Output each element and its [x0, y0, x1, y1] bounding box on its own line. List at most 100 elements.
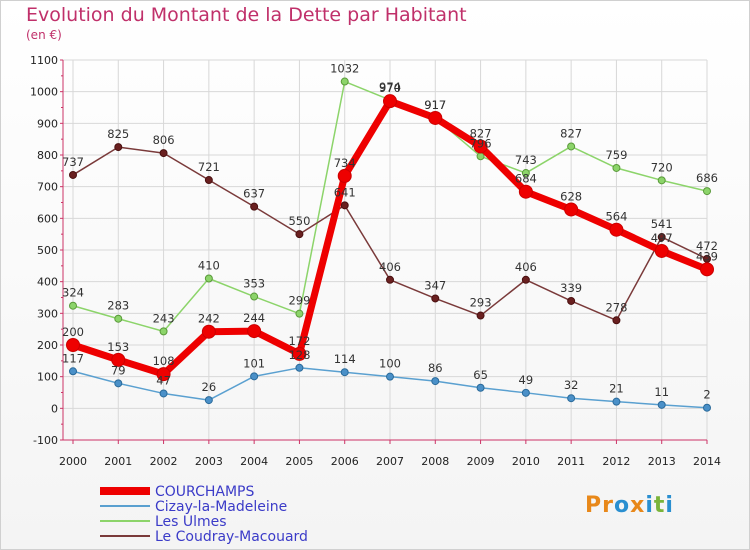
- data-label: 242: [198, 312, 220, 326]
- data-label: 637: [243, 187, 265, 201]
- data-label: 737: [62, 155, 84, 169]
- data-label: 26: [202, 380, 217, 394]
- x-tick-label: 2014: [693, 455, 721, 468]
- series-lines: [66, 77, 714, 412]
- data-point: [612, 316, 621, 325]
- logo-letter: r: [602, 493, 614, 518]
- data-label: 200: [62, 325, 84, 339]
- axes: [60, 59, 708, 444]
- data-point: [521, 388, 530, 397]
- data-point: [657, 400, 666, 409]
- y-ticks: -100 0 100 200 300 400 500 600 700 800 900 1000 1100: [30, 54, 58, 447]
- logo-letter: i: [645, 493, 654, 518]
- data-point: [66, 338, 80, 352]
- y-tick-label: 500: [37, 244, 58, 257]
- x-tick-label: 2010: [512, 455, 540, 468]
- data-point: [114, 379, 123, 388]
- data-label: 172: [288, 334, 310, 348]
- y-tick-label: 200: [37, 339, 58, 352]
- legend-label: Les Ulmes: [155, 514, 227, 530]
- data-label: 353: [243, 277, 265, 291]
- data-label: 339: [560, 281, 582, 295]
- data-point: [567, 394, 576, 403]
- data-labels: 117 79 47 26 101 128 114 100 86 65 49 32 21 11 2 324 283…: [62, 62, 718, 402]
- data-label: 439: [696, 249, 718, 263]
- y-tick-label: 100: [37, 371, 58, 384]
- data-label: 721: [198, 160, 220, 174]
- data-label: 628: [560, 189, 582, 203]
- data-point: [295, 230, 304, 239]
- data-point: [431, 294, 440, 303]
- data-point: [250, 202, 259, 211]
- data-point: [250, 372, 259, 381]
- data-point: [657, 233, 666, 242]
- data-point: [114, 314, 123, 323]
- data-label: 974: [379, 80, 401, 94]
- data-point: [337, 168, 352, 183]
- data-point: [386, 275, 394, 284]
- data-label: 243: [153, 311, 175, 325]
- data-point: [476, 383, 485, 392]
- y-tick-label: 600: [37, 212, 58, 225]
- data-point: [247, 324, 262, 339]
- data-point: [612, 163, 621, 172]
- data-point: [473, 139, 488, 154]
- data-point: [564, 202, 579, 217]
- data-label: 283: [107, 299, 129, 313]
- chart-subtitle: (en €): [26, 28, 62, 42]
- data-label: 100: [379, 357, 401, 371]
- y-tick-label: 0: [51, 402, 58, 415]
- data-point: [111, 352, 126, 367]
- y-tick-label: 1000: [30, 86, 58, 99]
- data-point: [428, 110, 443, 125]
- data-label: 49: [519, 373, 534, 387]
- data-label: 86: [428, 361, 443, 375]
- data-label: 917: [424, 98, 446, 112]
- data-point: [295, 309, 304, 318]
- data-label: 117: [62, 351, 84, 365]
- data-label: 278: [605, 300, 627, 314]
- x-tick-label: 2008: [421, 455, 449, 468]
- data-label: 827: [470, 126, 492, 140]
- data-point: [567, 296, 576, 305]
- data-label: 641: [334, 185, 356, 199]
- data-label: 406: [379, 260, 401, 274]
- data-label: 153: [107, 340, 129, 354]
- data-label: 970: [379, 81, 401, 95]
- data-label: 128: [288, 348, 310, 362]
- data-point: [476, 311, 485, 320]
- data-label: 497: [651, 231, 673, 245]
- data-label: 21: [609, 382, 624, 396]
- logo-letter: o: [613, 493, 631, 518]
- data-point: [654, 243, 669, 258]
- x-tick-label: 2002: [150, 455, 178, 468]
- proxiti-logo: Proxiti: [585, 493, 674, 518]
- data-label: 114: [334, 352, 356, 366]
- data-point: [383, 94, 397, 109]
- data-label: 32: [564, 378, 579, 392]
- data-label: 734: [334, 156, 356, 170]
- data-point: [204, 396, 213, 405]
- data-point: [567, 142, 576, 151]
- logo-letter: t: [653, 493, 666, 518]
- y-tick-label: 800: [37, 149, 58, 162]
- data-label: 324: [62, 286, 84, 300]
- data-point: [159, 149, 168, 158]
- data-label: 759: [605, 148, 627, 162]
- data-label: 108: [153, 354, 175, 368]
- data-label: 406: [515, 260, 537, 274]
- data-point: [386, 372, 394, 381]
- data-label: 550: [288, 214, 310, 228]
- data-label: 1032: [330, 62, 359, 76]
- x-tick-label: 2006: [331, 455, 359, 468]
- x-tick-label: 2012: [602, 455, 630, 468]
- data-point: [612, 397, 621, 406]
- data-point: [700, 262, 714, 277]
- x-tick-label: 2004: [240, 455, 268, 468]
- data-point: [69, 301, 77, 310]
- data-label: 796: [470, 136, 492, 150]
- data-point: [159, 389, 168, 398]
- data-point: [340, 77, 349, 86]
- legend-label: COURCHAMPS: [155, 484, 254, 500]
